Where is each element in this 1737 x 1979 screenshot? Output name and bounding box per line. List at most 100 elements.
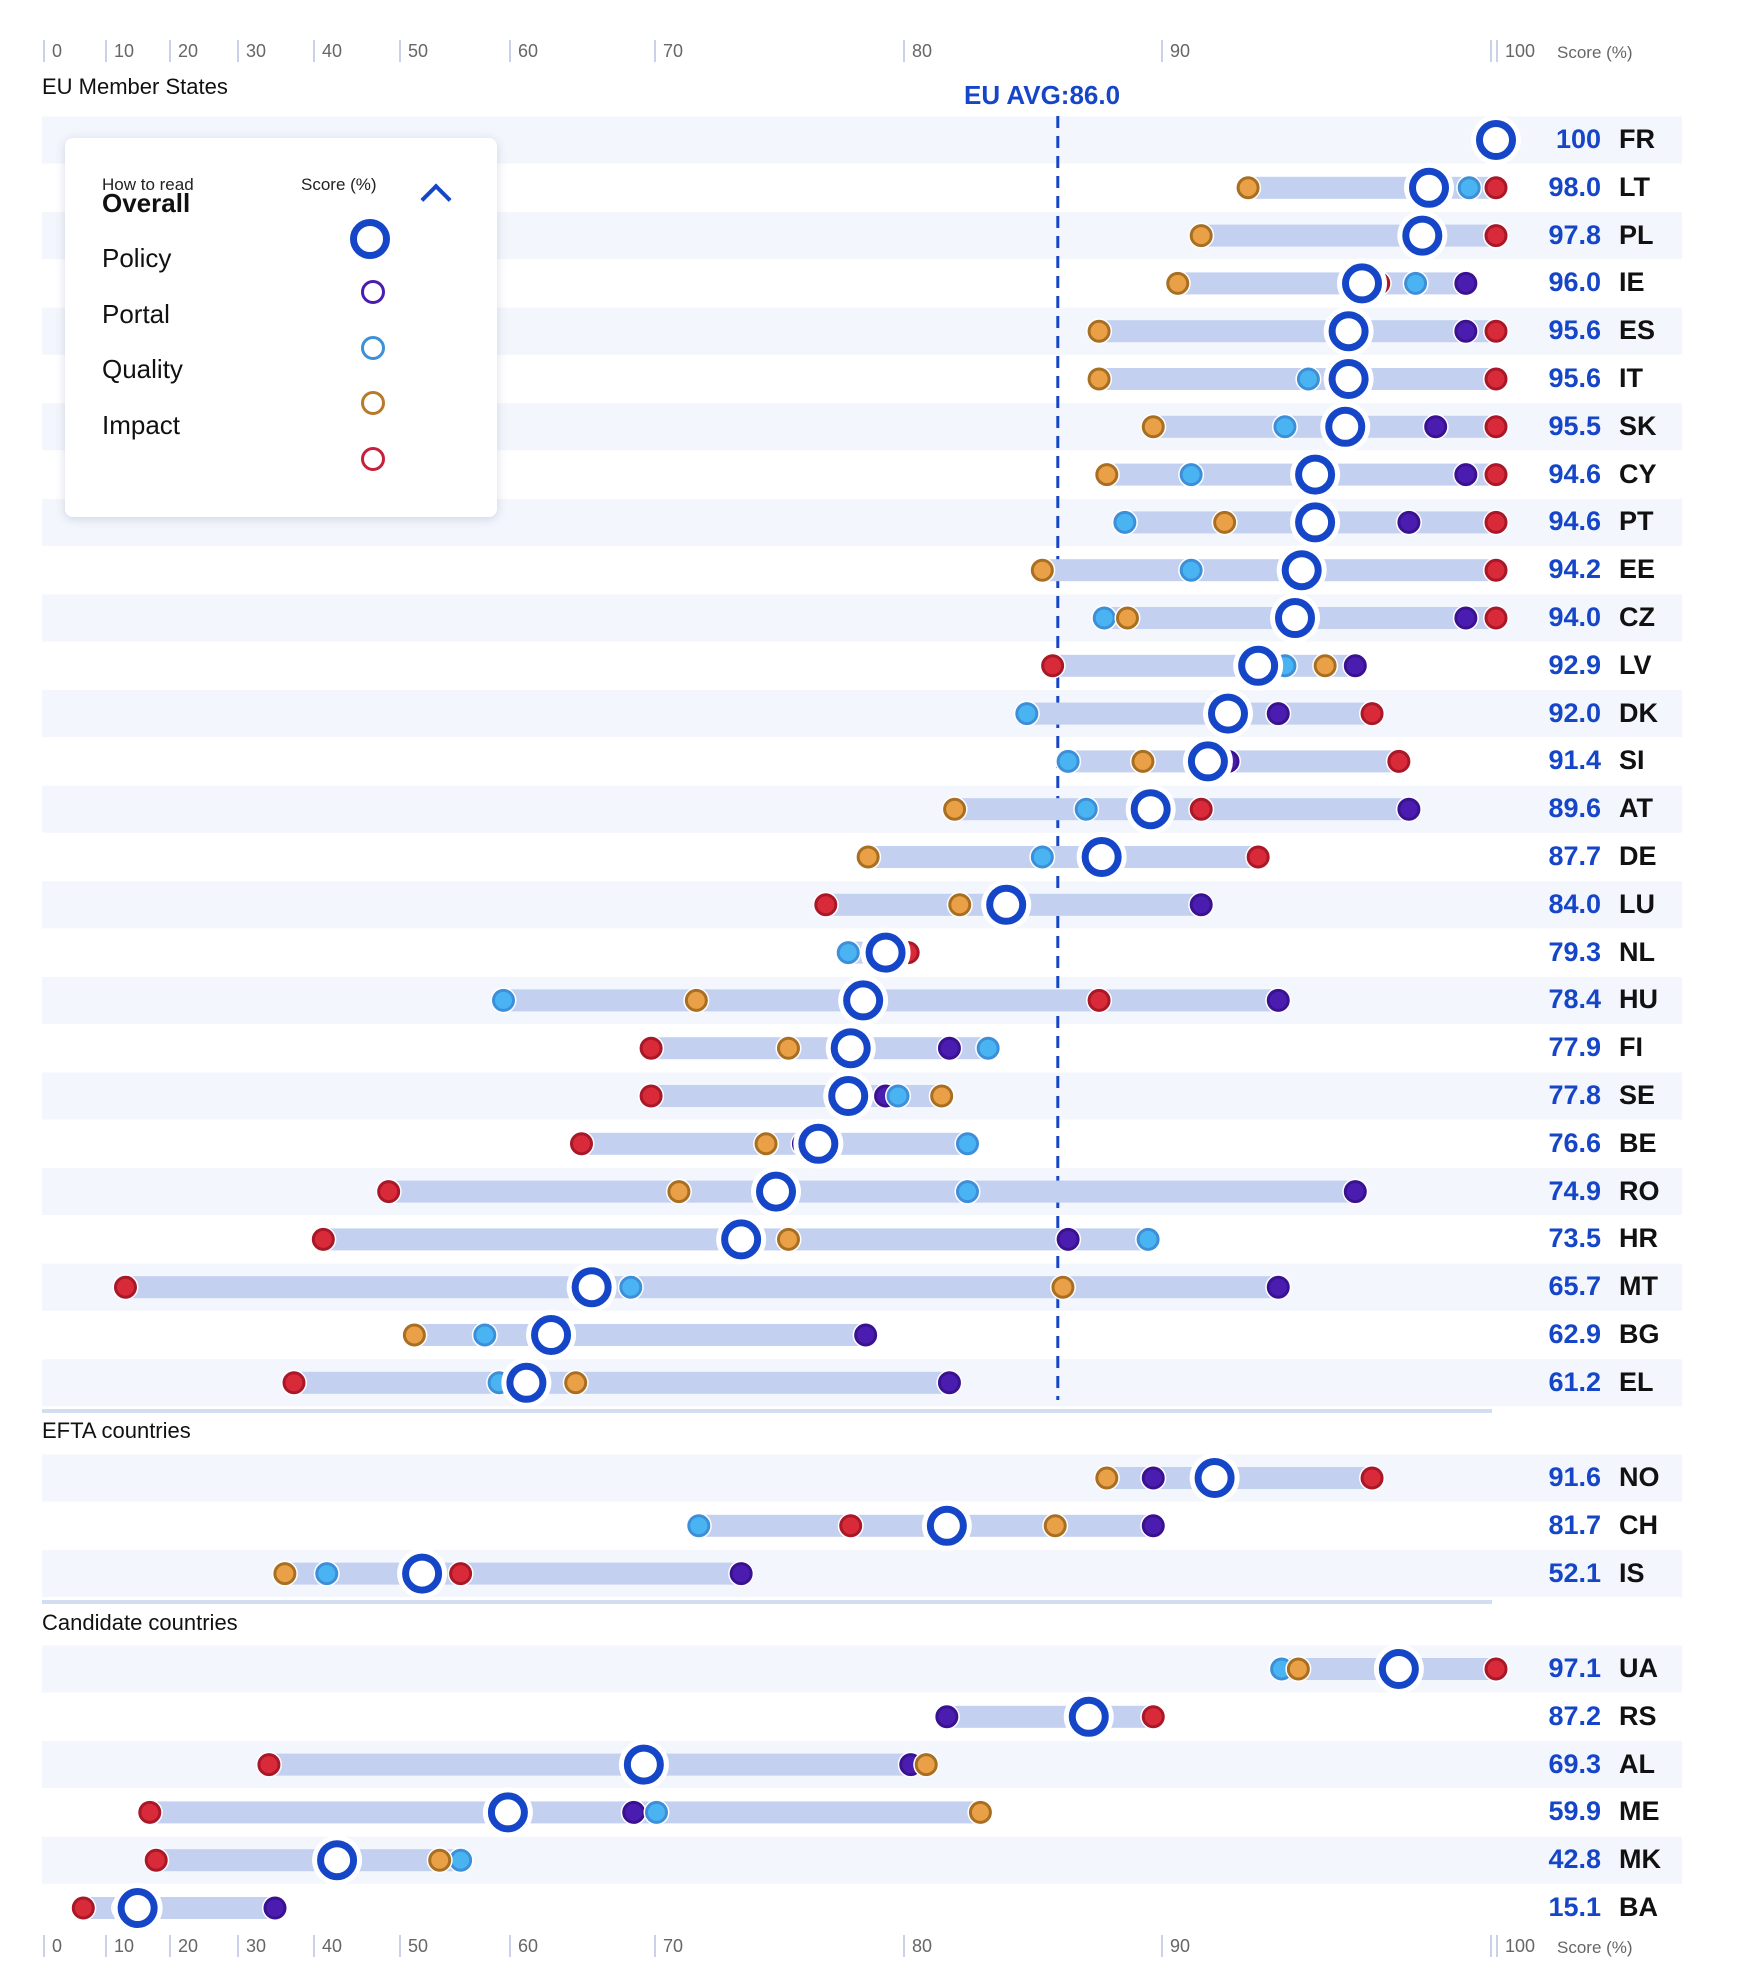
overall-score-label: 94.0 [1548, 602, 1601, 632]
portal-dot [1056, 749, 1080, 773]
row-stripe [42, 1454, 1682, 1502]
legend-impact-label: Impact [102, 410, 181, 440]
impact-dot [1484, 415, 1508, 439]
overall-dot [531, 1315, 572, 1355]
group-label: EFTA countries [42, 1418, 191, 1443]
country-code-label: FR [1619, 124, 1655, 154]
overall-dot [865, 932, 906, 973]
overall-dot [487, 1792, 528, 1833]
country-code-label: PL [1619, 219, 1654, 250]
portal-dot [886, 1084, 910, 1108]
quality-dot [564, 1371, 588, 1395]
axis-tick-label: 100 [1496, 1935, 1535, 1957]
policy-dot [1397, 797, 1421, 821]
country-code-label: ES [1619, 315, 1656, 346]
axis-end-tick [1490, 1935, 1492, 1957]
overall-score-label: 92.0 [1548, 697, 1601, 728]
legend-overall-label: Overall [102, 188, 191, 218]
quality-dot [1030, 558, 1054, 582]
overall-dot [756, 1171, 797, 1212]
quality-dot [1286, 1657, 1310, 1681]
impact-dot [570, 1132, 593, 1156]
country-code-label: LV [1619, 649, 1652, 680]
portal-dot [1457, 176, 1481, 200]
impact-dot [1484, 224, 1508, 248]
country-code-label: SE [1619, 1080, 1656, 1110]
group-label: Candidate countries [42, 1610, 238, 1635]
axis-tick-label: 90 [1161, 1935, 1190, 1957]
overall-dot [1328, 359, 1369, 399]
overall-dot [317, 1840, 358, 1881]
overall-dot [1378, 1649, 1419, 1689]
country-code-label: BG [1619, 1319, 1660, 1349]
policy-dot [622, 1800, 646, 1824]
range-bar [1042, 559, 1496, 582]
country-code-label: SI [1619, 745, 1645, 776]
overall-dot [926, 1505, 967, 1546]
quality-dot [856, 845, 880, 869]
quality-dot [684, 988, 708, 1012]
overall-score-label: 95.5 [1548, 410, 1601, 441]
overall-dot [828, 1076, 869, 1116]
impact-dot [639, 1036, 663, 1060]
portal-dot [1273, 415, 1297, 439]
overall-score-label: 98.0 [1548, 171, 1601, 202]
axis-tick-label: 60 [509, 1935, 538, 1957]
portal-dot [1092, 606, 1116, 630]
policy-dot [1056, 1227, 1080, 1251]
policy-dot [1141, 1466, 1165, 1490]
quality-dot [1236, 176, 1260, 200]
portal-dot [492, 988, 515, 1012]
overall-dot [1275, 598, 1315, 638]
policy-dot [263, 1896, 287, 1920]
overall-dot [1409, 167, 1449, 208]
axis-tick-label: 70 [654, 40, 683, 62]
overall-score-label: 79.3 [1548, 936, 1601, 967]
quality-dot [943, 797, 967, 821]
policy-dot [729, 1562, 753, 1586]
overall-score-label: 92.9 [1548, 649, 1601, 680]
range-bar [1201, 224, 1496, 247]
country-code-label: BE [1619, 1127, 1657, 1158]
axis-tick-label: 90 [1161, 40, 1190, 62]
overall-score-label: 91.6 [1548, 1462, 1601, 1492]
overall-score-label: 76.6 [1548, 1127, 1601, 1158]
overall-score-label: 87.2 [1548, 1700, 1601, 1731]
range-bar [651, 1037, 989, 1060]
portal-dot [315, 1562, 339, 1586]
overall-dot [1130, 789, 1171, 830]
axis-tick-label: 30 [237, 1935, 266, 1957]
impact-dot [1087, 988, 1111, 1012]
overall-dot [798, 1123, 839, 1164]
axis-tick-label: 20 [169, 40, 198, 62]
impact-dot [144, 1848, 168, 1872]
chevron-up-icon[interactable] [420, 183, 452, 215]
axis-tick-label: 50 [399, 1935, 428, 1957]
country-code-label: NL [1619, 936, 1655, 967]
country-code-label: PT [1619, 506, 1654, 537]
policy-dot [1397, 510, 1421, 534]
overall-score-label: 73.5 [1548, 1223, 1601, 1254]
overall-score-label: 89.6 [1548, 793, 1601, 824]
country-code-label: ME [1619, 1796, 1660, 1827]
country-code-label: IS [1619, 1557, 1645, 1588]
country-code-label: UA [1619, 1653, 1658, 1683]
overall-score-label: 87.7 [1548, 841, 1601, 871]
overall-dot [1325, 406, 1366, 447]
country-code-label: DE [1619, 841, 1657, 871]
overall-dot [1342, 263, 1382, 304]
quality-ring-icon [361, 391, 385, 415]
impact-dot [138, 1800, 162, 1824]
row-stripe [42, 690, 1682, 738]
overall-score-label: 91.4 [1548, 745, 1601, 776]
overall-score-label: 77.9 [1548, 1032, 1601, 1063]
overall-dot [1476, 120, 1516, 160]
overall-dot [1068, 1696, 1109, 1737]
quality-dot [914, 1753, 938, 1777]
overall-dot [1402, 215, 1443, 256]
quality-dot [1095, 463, 1119, 487]
overall-dot [1328, 311, 1369, 352]
impact-dot [1484, 558, 1508, 582]
range-bar [388, 1180, 1356, 1203]
